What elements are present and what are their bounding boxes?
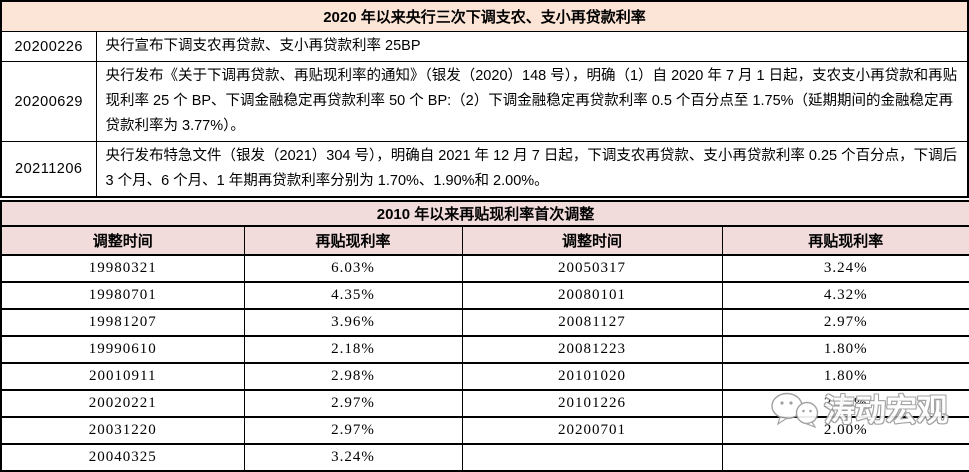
relending-rate-cuts-table: 2020 年以来央行三次下调支农、支小再贷款利率 20200226 央行宣布下调… bbox=[0, 0, 969, 198]
rate-cell: 2.25% bbox=[721, 389, 969, 418]
date-cell: 20050317 bbox=[461, 254, 723, 283]
date-cell: 20200226 bbox=[0, 31, 97, 62]
date-cell: 20080101 bbox=[461, 281, 723, 310]
table-row: 20200226 央行宣布下调支农再贷款、支小再贷款利率 25BP bbox=[0, 31, 969, 62]
table-header-row: 调整时间 再贴现利率 调整时间 再贴现利率 bbox=[0, 225, 969, 256]
rate-cell: 1.80% bbox=[721, 362, 969, 391]
date-cell: 20211206 bbox=[0, 141, 97, 198]
table2-title: 2010 年以来再贴现利率首次调整 bbox=[0, 200, 969, 227]
rate-cell: 2.97% bbox=[243, 416, 463, 445]
date-cell: 19990610 bbox=[0, 335, 245, 364]
rate-cell: 3.24% bbox=[243, 443, 463, 472]
table-row: 20020221 2.97% 20101226 2.25% bbox=[0, 389, 969, 418]
date-cell: 19981207 bbox=[0, 308, 245, 337]
rate-cell: 2.18% bbox=[243, 335, 463, 364]
table-row: 19980321 6.03% 20050317 3.24% bbox=[0, 254, 969, 283]
event-description-cell: 央行发布特急文件（银发（2021）304 号），明确自 2021 年 12 月 … bbox=[95, 141, 969, 198]
rate-cell: 2.97% bbox=[721, 308, 969, 337]
rate-cell: 2.97% bbox=[243, 389, 463, 418]
date-cell: 20200701 bbox=[461, 416, 723, 445]
table-row: 2020 年以来央行三次下调支农、支小再贷款利率 bbox=[0, 0, 969, 32]
rediscount-rate-table: 2010 年以来再贴现利率首次调整 调整时间 再贴现利率 调整时间 再贴现利率 … bbox=[0, 200, 969, 472]
rate-cell: 4.32% bbox=[721, 281, 969, 310]
rate-cell: 3.96% bbox=[243, 308, 463, 337]
date-cell: 20031220 bbox=[0, 416, 245, 445]
rate-cell: 4.35% bbox=[243, 281, 463, 310]
date-cell: 20081127 bbox=[461, 308, 723, 337]
date-cell: 19980321 bbox=[0, 254, 245, 283]
table-row: 20010911 2.98% 20101020 1.80% bbox=[0, 362, 969, 391]
table-row: 20211206 央行发布特急文件（银发（2021）304 号），明确自 202… bbox=[0, 141, 969, 198]
table-row: 19981207 3.96% 20081127 2.97% bbox=[0, 308, 969, 337]
column-header-adjust-time: 调整时间 bbox=[461, 225, 723, 256]
rate-cell bbox=[721, 443, 969, 472]
table1-title: 2020 年以来央行三次下调支农、支小再贷款利率 bbox=[0, 0, 969, 32]
table-row: 19990610 2.18% 20081223 1.80% bbox=[0, 335, 969, 364]
column-header-adjust-time: 调整时间 bbox=[0, 225, 245, 256]
date-cell: 20020221 bbox=[0, 389, 245, 418]
date-cell: 20101226 bbox=[461, 389, 723, 418]
date-cell: 20040325 bbox=[0, 443, 245, 472]
table-row: 2010 年以来再贴现利率首次调整 bbox=[0, 200, 969, 227]
column-header-rediscount-rate: 再贴现利率 bbox=[243, 225, 463, 256]
date-cell: 20081223 bbox=[461, 335, 723, 364]
rate-cell: 3.24% bbox=[721, 254, 969, 283]
date-cell bbox=[461, 443, 723, 472]
rate-cell: 2.00% bbox=[721, 416, 969, 445]
rate-cell: 2.98% bbox=[243, 362, 463, 391]
date-cell: 20010911 bbox=[0, 362, 245, 391]
column-header-rediscount-rate: 再贴现利率 bbox=[721, 225, 969, 256]
date-cell: 19980701 bbox=[0, 281, 245, 310]
table-row: 20040325 3.24% bbox=[0, 443, 969, 472]
date-cell: 20101020 bbox=[461, 362, 723, 391]
rate-cell: 1.80% bbox=[721, 335, 969, 364]
table-row: 19980701 4.35% 20080101 4.32% bbox=[0, 281, 969, 310]
rate-cell: 6.03% bbox=[243, 254, 463, 283]
event-description-cell: 央行发布《关于下调再贷款、再贴现利率的通知》（银发（2020）148 号），明确… bbox=[95, 61, 969, 142]
table-row: 20200629 央行发布《关于下调再贷款、再贴现利率的通知》（银发（2020）… bbox=[0, 61, 969, 142]
date-cell: 20200629 bbox=[0, 61, 97, 142]
event-description-cell: 央行宣布下调支农再贷款、支小再贷款利率 25BP bbox=[95, 31, 969, 62]
table-row: 20031220 2.97% 20200701 2.00% bbox=[0, 416, 969, 445]
